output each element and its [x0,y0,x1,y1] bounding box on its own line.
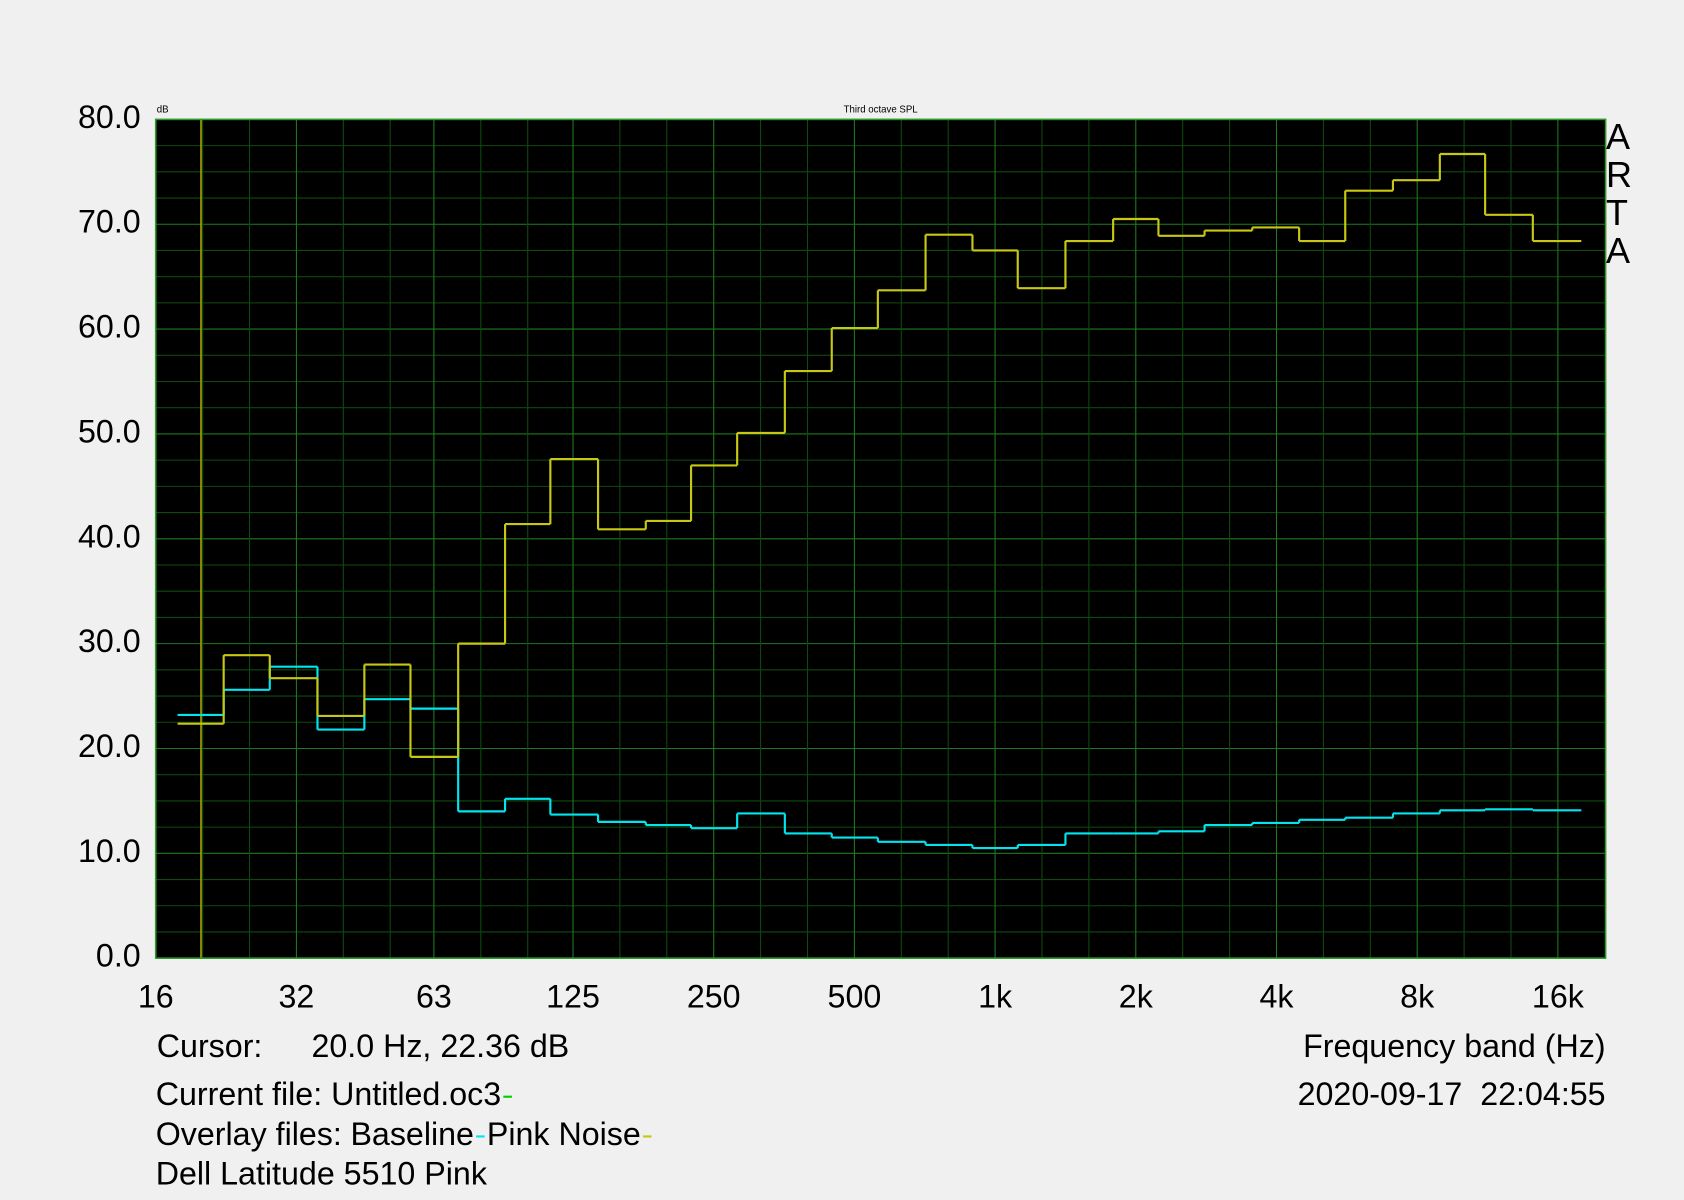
x-tick-label: 16 [138,978,174,1014]
timestamp: 2020-09-17 22:04:55 [1298,1076,1606,1112]
x-tick-label: 125 [546,978,600,1014]
x-tick-label: 250 [687,978,741,1014]
y-tick-label: 80.0 [78,99,141,135]
x-tick-label: 8k [1400,978,1435,1014]
y-tick-label: 40.0 [78,518,141,554]
plot-marks [177,119,1582,959]
y-tick-label: 50.0 [78,413,141,449]
y-tick-label: 20.0 [78,728,141,764]
overlay-label: Overlay files: [156,1116,342,1152]
cursor-label: Cursor: [157,1028,263,1064]
x-tick-label: 500 [828,978,882,1014]
legend-entry: Baseline [350,1116,474,1152]
x-tick-label: 2k [1119,978,1154,1014]
grid [155,118,1606,959]
x-tick-label: 1k [978,978,1013,1014]
y-tick-label: 10.0 [78,833,141,869]
y-tick-label: 60.0 [78,309,141,345]
y-tick-label: 30.0 [78,623,141,659]
x-axis-label: Frequency band (Hz) [1303,1028,1606,1064]
x-tick-label: 63 [416,978,452,1014]
plot-frame [154,118,1607,959]
y-unit-label: dB [157,104,169,115]
current-file: Current file: Untitled.oc3 [156,1076,501,1112]
cursor-readout: 20.0 Hz, 22.36 dB [311,1028,569,1064]
note: Dell Latitude 5510 Pink [156,1156,488,1192]
chart-title: Third octave SPL [844,104,919,115]
x-tick-label: 32 [279,978,315,1014]
x-tick-label: 16k [1532,978,1585,1014]
brand: ARTA [1606,116,1632,271]
y-tick-label: 0.0 [96,938,141,974]
legend-entry: Pink Noise [487,1116,641,1152]
y-tick-label: 70.0 [78,204,141,240]
x-tick-label: 4k [1259,978,1294,1014]
